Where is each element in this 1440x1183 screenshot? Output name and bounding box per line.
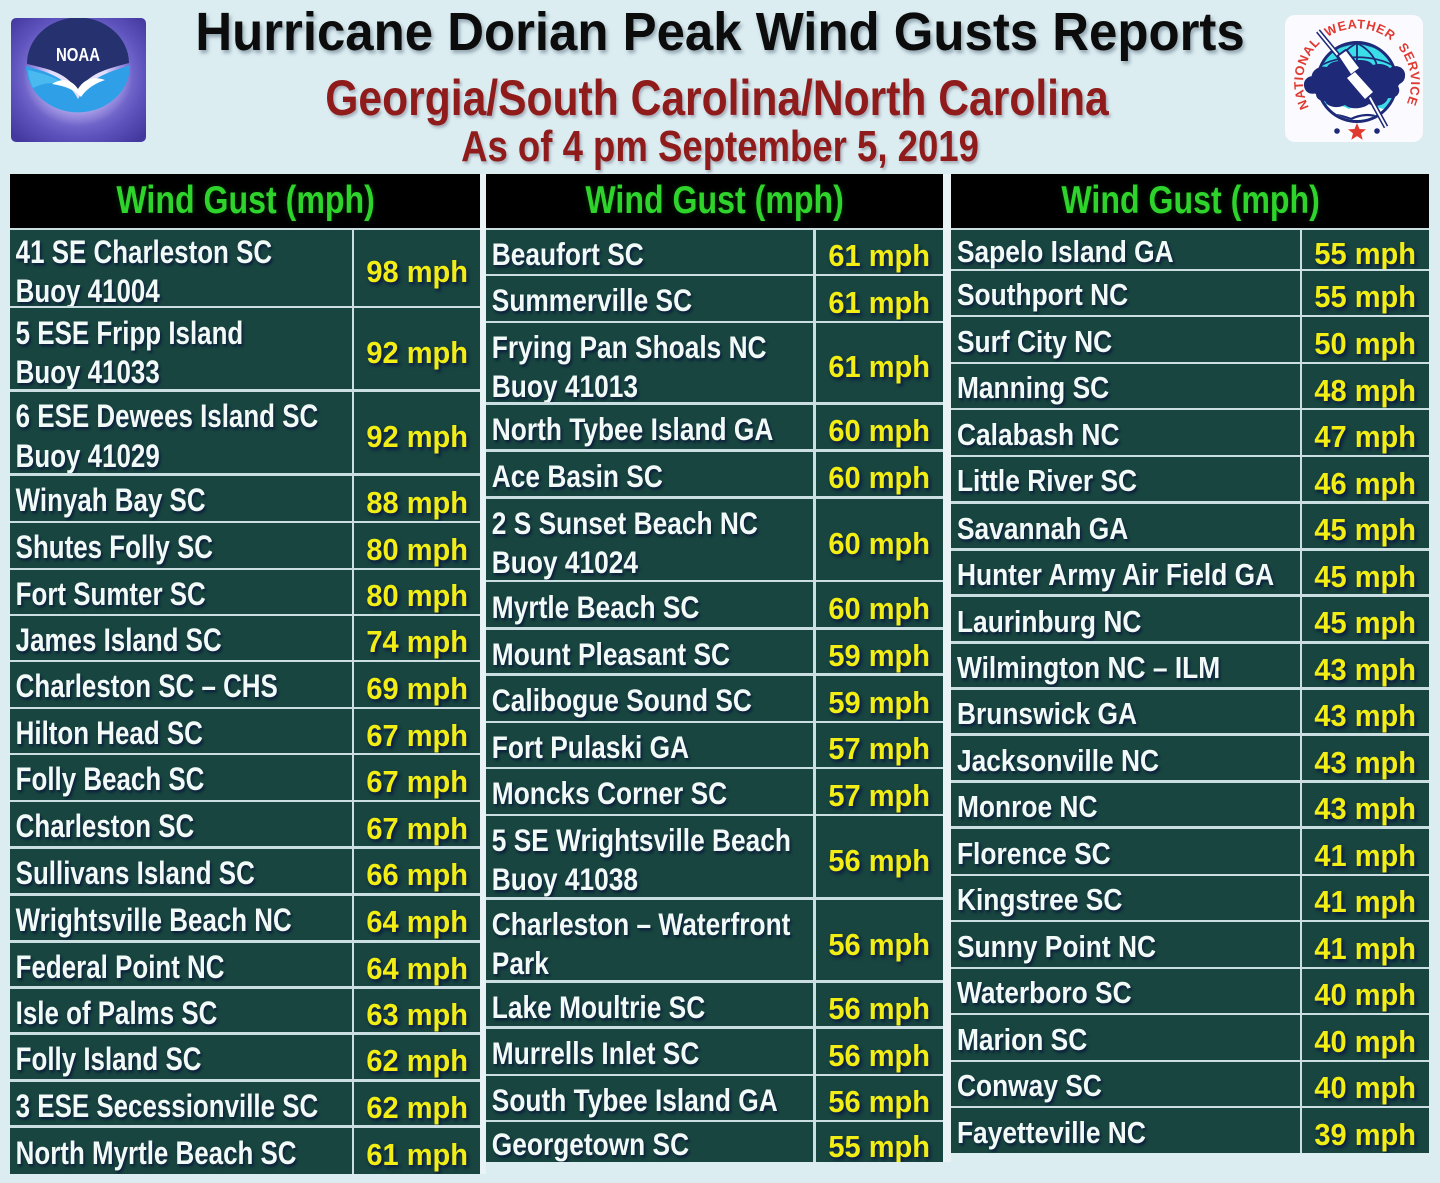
svg-text:NOAA: NOAA: [56, 44, 100, 65]
